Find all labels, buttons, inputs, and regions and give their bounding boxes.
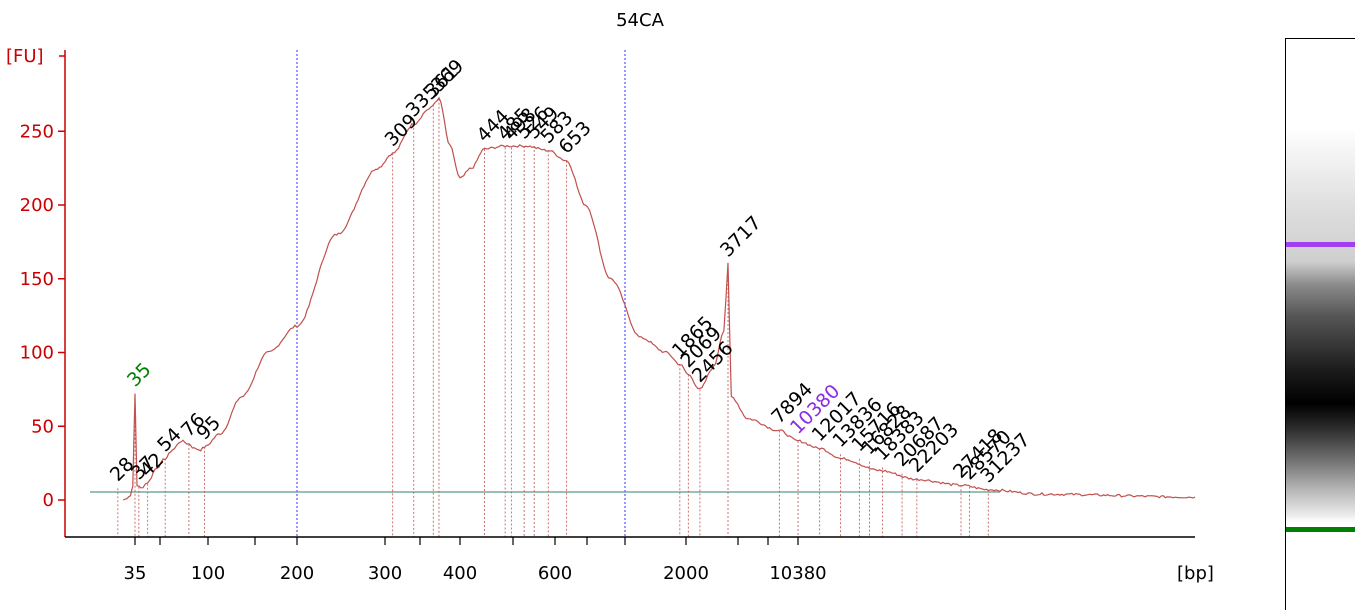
trace-layer: [122, 96, 1196, 501]
electropherogram-chart: 0 50 100 150 200 250 35 100 200 300 400 600 2000 1038…: [6, 10, 1214, 584]
gel-lower-marker-band: [1286, 527, 1355, 532]
gel-upper-marker-band: [1286, 242, 1355, 247]
chart-title: 54CA: [616, 10, 664, 31]
y-axis-label: [FU]: [6, 46, 44, 67]
x-tick-label-400: 400: [443, 563, 477, 584]
gel-lane: [1285, 38, 1355, 610]
y-tick-label-0: 0: [43, 490, 54, 511]
y-tick-label-50: 50: [31, 416, 54, 437]
x-tick-label-35: 35: [124, 563, 147, 584]
x-tick-label-600: 600: [538, 563, 572, 584]
trace-line: [122, 96, 1196, 501]
axes-layer: 0 50 100 150 200 250 35 100 200 300 400 600 2000 1038…: [20, 50, 1195, 584]
peak-lines-layer: [117, 98, 989, 537]
x-tick-label-10380: 10380: [769, 563, 826, 584]
x-tick-label-100: 100: [191, 563, 225, 584]
x-axis-label: [bp]: [1177, 563, 1214, 584]
y-tick-label-100: 100: [20, 343, 54, 364]
y-tick-label-150: 150: [20, 269, 54, 290]
peak-label-35: 35: [123, 359, 156, 392]
y-tick-label-200: 200: [20, 195, 54, 216]
x-tick-label-200: 200: [280, 563, 314, 584]
region-dividers: [296, 50, 626, 537]
peak-labels-layer: 2835374254769530933536136944448549852654…: [106, 55, 1035, 487]
peak-label-3717: 3717: [716, 212, 766, 262]
x-tick-label-2000: 2000: [663, 563, 709, 584]
x-tick-label-300: 300: [368, 563, 402, 584]
gel-image: [1286, 127, 1355, 522]
y-tick-label-250: 250: [20, 121, 54, 142]
